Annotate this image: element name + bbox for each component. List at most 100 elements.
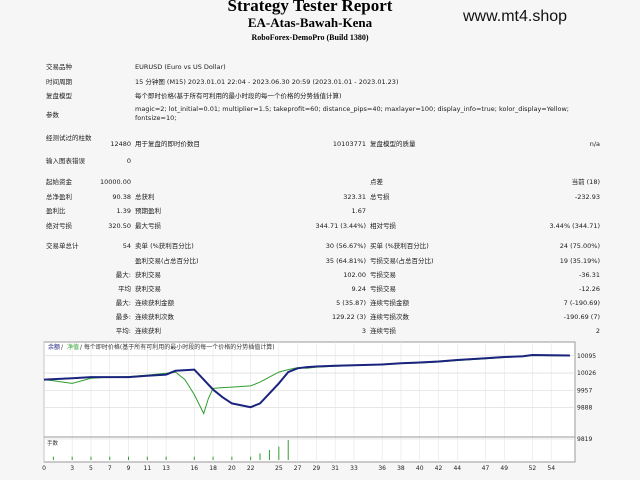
spread-label: 点差 xyxy=(370,178,383,186)
period-label: 时间周期 xyxy=(46,78,72,86)
max-row-label: 最大: xyxy=(115,271,131,279)
period-value: 15 分钟图 (M15) 2023.01.01 22:04 - 2023.06.… xyxy=(135,78,399,86)
lot-histogram xyxy=(52,440,289,460)
y-tick-label: 9888 xyxy=(577,405,592,412)
maxc-loss-value: 7 (-190.69) xyxy=(563,299,600,307)
avgc-win-value: 3 xyxy=(361,327,366,335)
max-win-value: 102.00 xyxy=(343,271,366,279)
params-label: 参数 xyxy=(46,111,59,119)
x-tick-label: 11 xyxy=(144,465,152,472)
avgc-loss-label: 连续亏损 xyxy=(370,327,396,335)
long-label: 买单 (%获利百分比) xyxy=(370,242,429,250)
avg-row-label: 平均 xyxy=(118,285,131,293)
win-value: 35 (64.81%) xyxy=(325,257,366,265)
gross-loss-label: 总亏损 xyxy=(370,193,390,201)
x-tick-label: 13 xyxy=(162,465,170,472)
max-loss-value: -36.31 xyxy=(579,271,600,279)
chart-frame xyxy=(43,341,576,463)
most-row-label: 最多: xyxy=(115,313,131,321)
x-tick-label: 31 xyxy=(331,465,339,472)
x-ticks: 0 3 5 7 9 11 13 16 18 20 22 25 27 29 31 33 36 38 40 42 44 47 4… xyxy=(42,465,555,472)
x-tick-label: 38 xyxy=(397,465,405,472)
net-value: 90.38 xyxy=(112,193,131,201)
x-tick-label: 25 xyxy=(275,465,283,472)
x-tick-label: 27 xyxy=(294,465,302,472)
chart-lines xyxy=(43,353,571,415)
bars-value: 12480 xyxy=(110,140,131,148)
x-tick-label: 0 xyxy=(42,465,46,472)
x-tick-label: 9 xyxy=(127,465,131,472)
most-loss-label: 连续亏损次数 xyxy=(370,313,409,321)
total-trades-value: 54 xyxy=(122,242,131,250)
hist-label: 手数 xyxy=(47,439,59,447)
x-tick-label: 33 xyxy=(350,465,358,472)
model-label: 复盘模型 xyxy=(46,92,72,100)
x-tick-label: 22 xyxy=(247,465,255,472)
model-value: 每个即时价格(基于所有可利用的最小时段的每一个价格的分势插值计算) xyxy=(135,92,342,100)
ticks-value: 10103771 xyxy=(332,140,366,148)
params-value-line1: magic=2; lot_initial=0.01; multiplier=1.… xyxy=(135,105,569,113)
deposit-value: 10000.00 xyxy=(99,178,131,186)
watermark: www.mt4.shop xyxy=(463,8,568,25)
loss-label: 亏损交易(占总百分比) xyxy=(370,257,434,265)
legend-equity: 净值 xyxy=(67,343,79,351)
x-tick-label: 5 xyxy=(89,465,93,472)
avg-win-value: 9.24 xyxy=(351,285,366,293)
x-tick-label: 7 xyxy=(108,465,112,472)
report-title: Strategy Tester Report xyxy=(227,0,393,15)
avgc-win-label: 连续获利 xyxy=(135,327,161,335)
x-tick-label: 36 xyxy=(378,465,386,472)
expected-value: 1.67 xyxy=(351,207,366,215)
symbol-label: 交易品种 xyxy=(46,63,72,71)
x-tick-label: 47 xyxy=(482,465,490,472)
x-tick-label: 18 xyxy=(209,465,217,472)
x-tick-label: 29 xyxy=(313,465,321,472)
avg-win-label: 获利交易 xyxy=(135,285,161,293)
chart-grid xyxy=(43,342,575,462)
x-tick-label: 16 xyxy=(190,465,198,472)
gross-profit-value: 323.31 xyxy=(343,193,366,201)
short-label: 卖单 (%获利百分比) xyxy=(135,242,194,250)
avgc-row-label: 平均: xyxy=(115,327,131,335)
x-tick-label: 49 xyxy=(500,465,508,472)
y-tick-label: 9819 xyxy=(577,436,592,443)
errors-label: 输入图表错误 xyxy=(46,157,85,165)
x-tick-label: 3 xyxy=(70,465,74,472)
server-build: RoboForex-DemoPro (Build 1380) xyxy=(251,33,369,42)
y-tick-label: 10026 xyxy=(577,370,596,377)
rel-dd-value: 3.44% (344.71) xyxy=(549,222,600,230)
net-label: 总净盈利 xyxy=(46,193,72,201)
abs-dd-label: 绝对亏损 xyxy=(46,222,72,230)
pf-label: 盈利比 xyxy=(46,207,66,215)
avg-loss-label: 亏损交易 xyxy=(370,285,396,293)
legend-balance: 余额 xyxy=(48,343,60,351)
x-tick-label: 42 xyxy=(435,465,443,472)
max-loss-label: 亏损交易 xyxy=(370,271,396,279)
avgc-loss-value: 2 xyxy=(595,327,600,335)
loss-value: 19 (35.19%) xyxy=(559,257,600,265)
x-tick-label: 44 xyxy=(453,465,461,472)
ticks-label: 用于复盘的即时价数目 xyxy=(135,140,200,148)
quality-value: n/a xyxy=(589,140,600,148)
pf-value: 1.39 xyxy=(116,207,131,215)
long-value: 24 (75.00%) xyxy=(559,242,600,250)
abs-dd-value: 320.50 xyxy=(108,222,131,230)
legend-sep: / xyxy=(61,344,64,351)
quality-label: 复盘模型的质量 xyxy=(370,140,416,148)
max-dd-label: 最大亏损 xyxy=(135,222,161,230)
spread-value: 当前 (18) xyxy=(571,178,600,186)
maxc-win-label: 连续获利金额 xyxy=(135,299,174,307)
y-tick-label: 10095 xyxy=(577,353,596,360)
most-loss-value: -190.69 (7) xyxy=(563,313,600,321)
rel-dd-label: 相对亏损 xyxy=(370,222,396,230)
avg-loss-value: -12.26 xyxy=(579,285,600,293)
win-label: 盈利交易(占总百分比) xyxy=(135,257,199,265)
max-dd-value: 344.71 (3.44%) xyxy=(315,222,366,230)
ea-name: EA-Atas-Bawah-Kena xyxy=(247,15,373,30)
x-tick-label: 20 xyxy=(228,465,236,472)
most-win-label: 连续获利次数 xyxy=(135,313,174,321)
total-trades-label: 交易单总计 xyxy=(46,242,79,250)
x-tick-label: 54 xyxy=(547,465,555,472)
